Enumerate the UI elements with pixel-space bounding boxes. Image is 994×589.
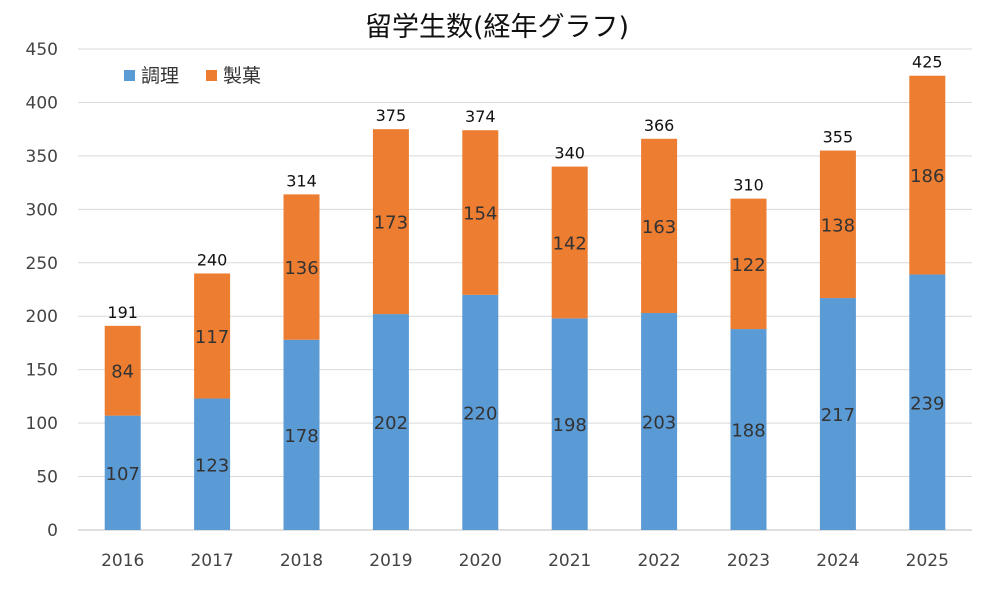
x-tick-label: 2024 <box>816 551 859 571</box>
data-label: 178 <box>284 426 318 447</box>
data-label: 123 <box>195 455 229 476</box>
data-label: 220 <box>463 403 497 424</box>
y-tick-label: 400 <box>26 93 58 113</box>
bars: 107 84 191 123 117 240 178 136 314 202 173 375 220 15… <box>104 53 946 530</box>
bar-confectionery <box>819 150 856 299</box>
data-label: 217 <box>821 405 855 426</box>
total-label: 340 <box>554 144 585 163</box>
x-tick-label: 2021 <box>548 551 591 571</box>
data-label: 198 <box>553 415 587 436</box>
data-label: 154 <box>463 204 497 225</box>
y-tick-label: 200 <box>26 307 58 327</box>
legend-swatch <box>124 70 135 81</box>
data-label: 239 <box>910 393 944 414</box>
y-tick-label: 350 <box>26 147 58 167</box>
total-label: 240 <box>197 250 228 269</box>
data-label: 203 <box>642 413 676 434</box>
total-label: 425 <box>912 53 943 72</box>
x-tick-label: 2019 <box>369 551 412 571</box>
data-label: 107 <box>106 464 140 485</box>
data-label: 138 <box>821 215 855 236</box>
legend-label: 調理 <box>141 65 179 87</box>
y-tick-label: 250 <box>26 254 58 274</box>
bar-cooking <box>194 398 231 530</box>
bar-confectionery <box>551 166 588 319</box>
legend: 調理 製菓 <box>124 65 261 87</box>
bar-cooking <box>462 294 499 530</box>
x-tick-label: 2023 <box>727 551 770 571</box>
data-label: 122 <box>731 255 765 276</box>
data-label: 84 <box>111 362 134 383</box>
bar-cooking <box>730 329 767 530</box>
bar-confectionery <box>194 273 231 399</box>
total-label: 375 <box>376 106 407 125</box>
data-label: 202 <box>374 413 408 434</box>
total-label: 366 <box>644 116 675 135</box>
data-label: 163 <box>642 217 676 238</box>
bar-confectionery <box>462 130 499 295</box>
data-label: 173 <box>374 213 408 234</box>
y-tick-label: 100 <box>26 414 58 434</box>
bar-confectionery <box>372 129 409 315</box>
y-tick-label: 50 <box>36 468 58 488</box>
bar-confectionery <box>730 198 767 330</box>
y-tick-label: 450 <box>26 40 58 60</box>
bar-confectionery <box>641 138 678 314</box>
bar-cooking <box>819 298 856 530</box>
data-label: 188 <box>731 421 765 442</box>
bar-cooking <box>283 339 320 530</box>
data-label: 142 <box>553 233 587 254</box>
y-tick-label: 300 <box>26 200 58 220</box>
total-label: 374 <box>465 107 496 126</box>
total-label: 314 <box>286 171 317 190</box>
bar-cooking <box>372 314 409 530</box>
bar-cooking <box>551 318 588 530</box>
data-label: 136 <box>284 258 318 279</box>
total-label: 355 <box>823 128 854 147</box>
bar-cooking <box>909 274 946 530</box>
data-label: 186 <box>910 166 944 187</box>
x-tick-label: 2016 <box>101 551 144 571</box>
total-label: 191 <box>107 303 138 322</box>
y-tick-label: 150 <box>26 361 58 381</box>
chart-title: 留学生数(経年グラフ) <box>365 12 629 43</box>
x-tick-label: 2020 <box>459 551 502 571</box>
legend-swatch <box>206 70 217 81</box>
bar-confectionery <box>283 194 320 340</box>
bar-confectionery <box>909 75 946 275</box>
legend-label: 製菓 <box>223 65 261 87</box>
y-axis-ticks: 0 50 100 150 200 250 300 350 400 450 <box>26 40 58 541</box>
x-tick-label: 2022 <box>637 551 680 571</box>
bar-cooking <box>641 313 678 530</box>
x-tick-label: 2018 <box>280 551 323 571</box>
x-axis-ticks: 2016 2017 2018 2019 2020 2021 2022 2023 2024 2025 <box>101 551 949 571</box>
bar-cooking <box>104 415 141 530</box>
bar-confectionery <box>104 325 141 416</box>
y-tick-label: 0 <box>47 521 58 541</box>
data-label: 117 <box>195 327 229 348</box>
x-tick-label: 2025 <box>906 551 949 571</box>
x-tick-label: 2017 <box>190 551 233 571</box>
total-label: 310 <box>733 176 764 195</box>
